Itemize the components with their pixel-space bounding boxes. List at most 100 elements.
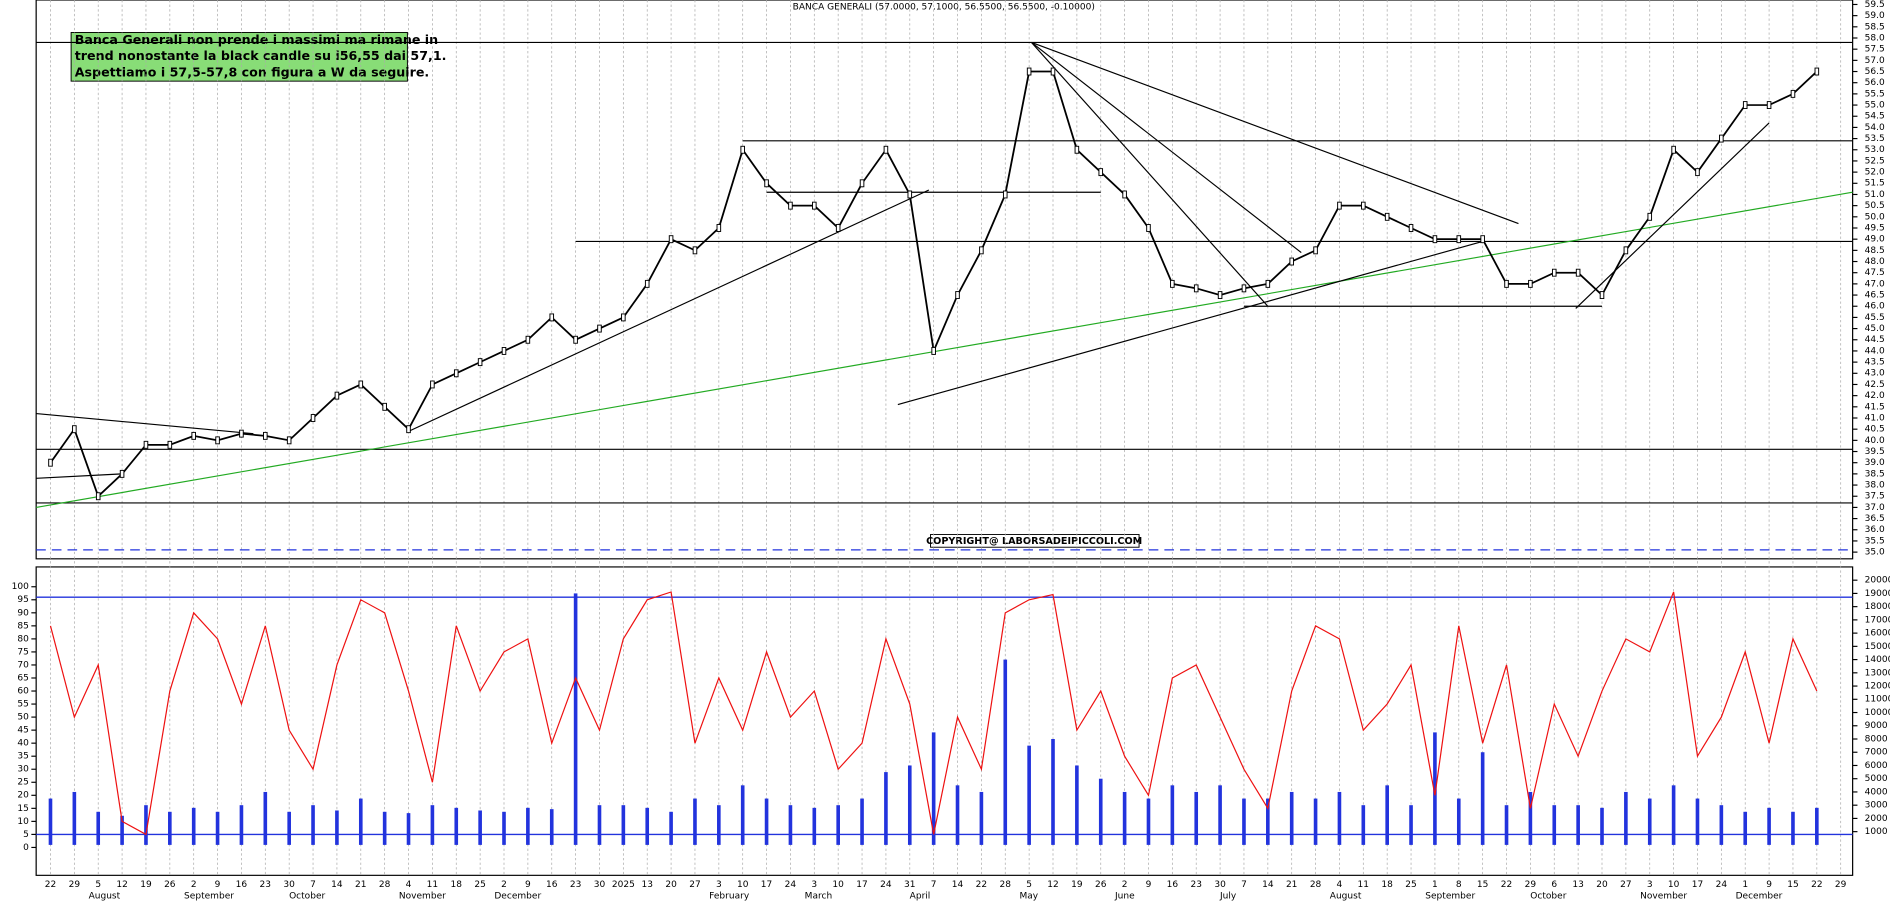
price-point (1337, 201, 1342, 210)
volume-bar (144, 805, 148, 845)
y-tick-label: 45.0 (1865, 324, 1885, 334)
y-tick-label: 50.0 (1865, 212, 1885, 222)
y2-tick-label: 1000 (1865, 827, 1888, 837)
volume-bar (1289, 791, 1294, 845)
price-point (143, 440, 149, 449)
price-point (1146, 224, 1151, 232)
y-tick-label: 58.0 (1865, 34, 1885, 44)
x-tick-label: 22 (1811, 880, 1822, 890)
volume-bar (1433, 732, 1437, 845)
x-tick-label: 29 (1835, 880, 1847, 890)
x-tick-label: 4 (406, 880, 412, 890)
price-point (1193, 284, 1199, 293)
volume-bar (979, 791, 984, 845)
y2-tick-label: 10000 (1865, 708, 1890, 718)
price-point (310, 414, 316, 422)
x-tick-label: 14 (952, 880, 964, 890)
month-label: September (184, 892, 234, 902)
volume-bar (1528, 791, 1533, 845)
price-point (907, 190, 913, 199)
y-tick-label: 37.0 (1865, 503, 1885, 513)
volume-bar (430, 805, 435, 845)
price-point (1122, 190, 1127, 199)
x-tick-label: 13 (641, 880, 652, 890)
volume-bar (502, 811, 506, 845)
price-point (501, 346, 507, 355)
x-tick-label: 15 (1787, 880, 1798, 890)
month-label: September (1425, 892, 1475, 902)
month-label: November (1640, 892, 1687, 902)
price-point (1313, 246, 1318, 255)
price-point (1695, 168, 1700, 177)
x-tick-label: 22 (1501, 880, 1512, 890)
y-tick-label: 0 (23, 843, 29, 853)
trendline (36, 191, 1853, 508)
y-tick-label: 37.5 (1865, 492, 1885, 502)
volume-bar (1027, 745, 1031, 845)
annotation-box (70, 31, 408, 82)
y-tick-label: 48.0 (1865, 257, 1885, 267)
price-point (239, 429, 244, 438)
y-tick-label: 50 (17, 713, 29, 723)
month-label: October (1530, 892, 1567, 902)
x-tick-label: 27 (1620, 880, 1631, 890)
x-tick-label: 4 (1337, 880, 1343, 890)
x-tick-label: 22 (976, 880, 987, 890)
price-point (430, 380, 435, 389)
month-label: October (289, 892, 326, 902)
volume-bar (1122, 791, 1127, 845)
x-tick-label: 23 (260, 880, 271, 890)
volume-bar (836, 805, 840, 845)
x-tick-label: 22 (45, 880, 56, 890)
x-tick-label: 12 (116, 880, 127, 890)
volume-bar (1504, 805, 1509, 845)
price-point (1289, 257, 1294, 266)
x-tick-label: 1 (1432, 880, 1438, 890)
y-tick-label: 41.5 (1865, 402, 1885, 412)
volume-bar (717, 805, 721, 845)
x-tick-label: 3 (716, 880, 722, 890)
price-point (453, 369, 459, 378)
volume-bar (1385, 785, 1389, 845)
volume-bar (48, 798, 53, 845)
y2-tick-label: 17000 (1865, 615, 1890, 625)
price-point (1528, 279, 1533, 288)
y2-tick-label: 13000 (1865, 668, 1890, 678)
volume-bar (907, 765, 912, 845)
x-tick-label: 16 (546, 880, 558, 890)
y-tick-label: 56.0 (1865, 78, 1885, 88)
x-tick-label: 30 (283, 880, 295, 890)
price-point (1551, 268, 1557, 277)
x-tick-label: 17 (856, 880, 867, 890)
y-tick-label: 5 (23, 830, 29, 840)
month-label: March (805, 892, 833, 902)
volume-bar (1552, 805, 1557, 845)
y-tick-label: 40.5 (1865, 425, 1885, 435)
y-tick-label: 45 (17, 726, 28, 736)
volume-bar (478, 810, 482, 845)
month-label: August (89, 892, 121, 902)
volume-bar (1242, 798, 1246, 845)
price-point (1504, 279, 1509, 288)
volume-bar (955, 785, 960, 845)
volume-bar (358, 798, 363, 845)
x-tick-label: 31 (904, 880, 915, 890)
y-tick-label: 56.5 (1865, 67, 1885, 77)
y-tick-label: 47.5 (1865, 268, 1885, 278)
volume-bar (788, 805, 793, 845)
y-tick-label: 60 (17, 687, 29, 697)
x-tick-label: 14 (1262, 880, 1274, 890)
y-tick-label: 57.5 (1865, 45, 1885, 55)
x-tick-label: 19 (1071, 880, 1083, 890)
price-panel (35, 0, 1854, 560)
price-point (597, 324, 602, 333)
y-tick-label: 59.5 (1865, 0, 1885, 10)
volume-bar (1266, 798, 1270, 845)
x-tick-label: 24 (880, 880, 892, 890)
x-tick-label: 11 (1358, 880, 1369, 890)
x-tick-label: 16 (236, 880, 248, 890)
y-tick-label: 36.0 (1865, 525, 1885, 535)
price-point (549, 313, 555, 322)
y-tick-label: 15 (17, 804, 28, 814)
volume-bar (597, 805, 602, 845)
